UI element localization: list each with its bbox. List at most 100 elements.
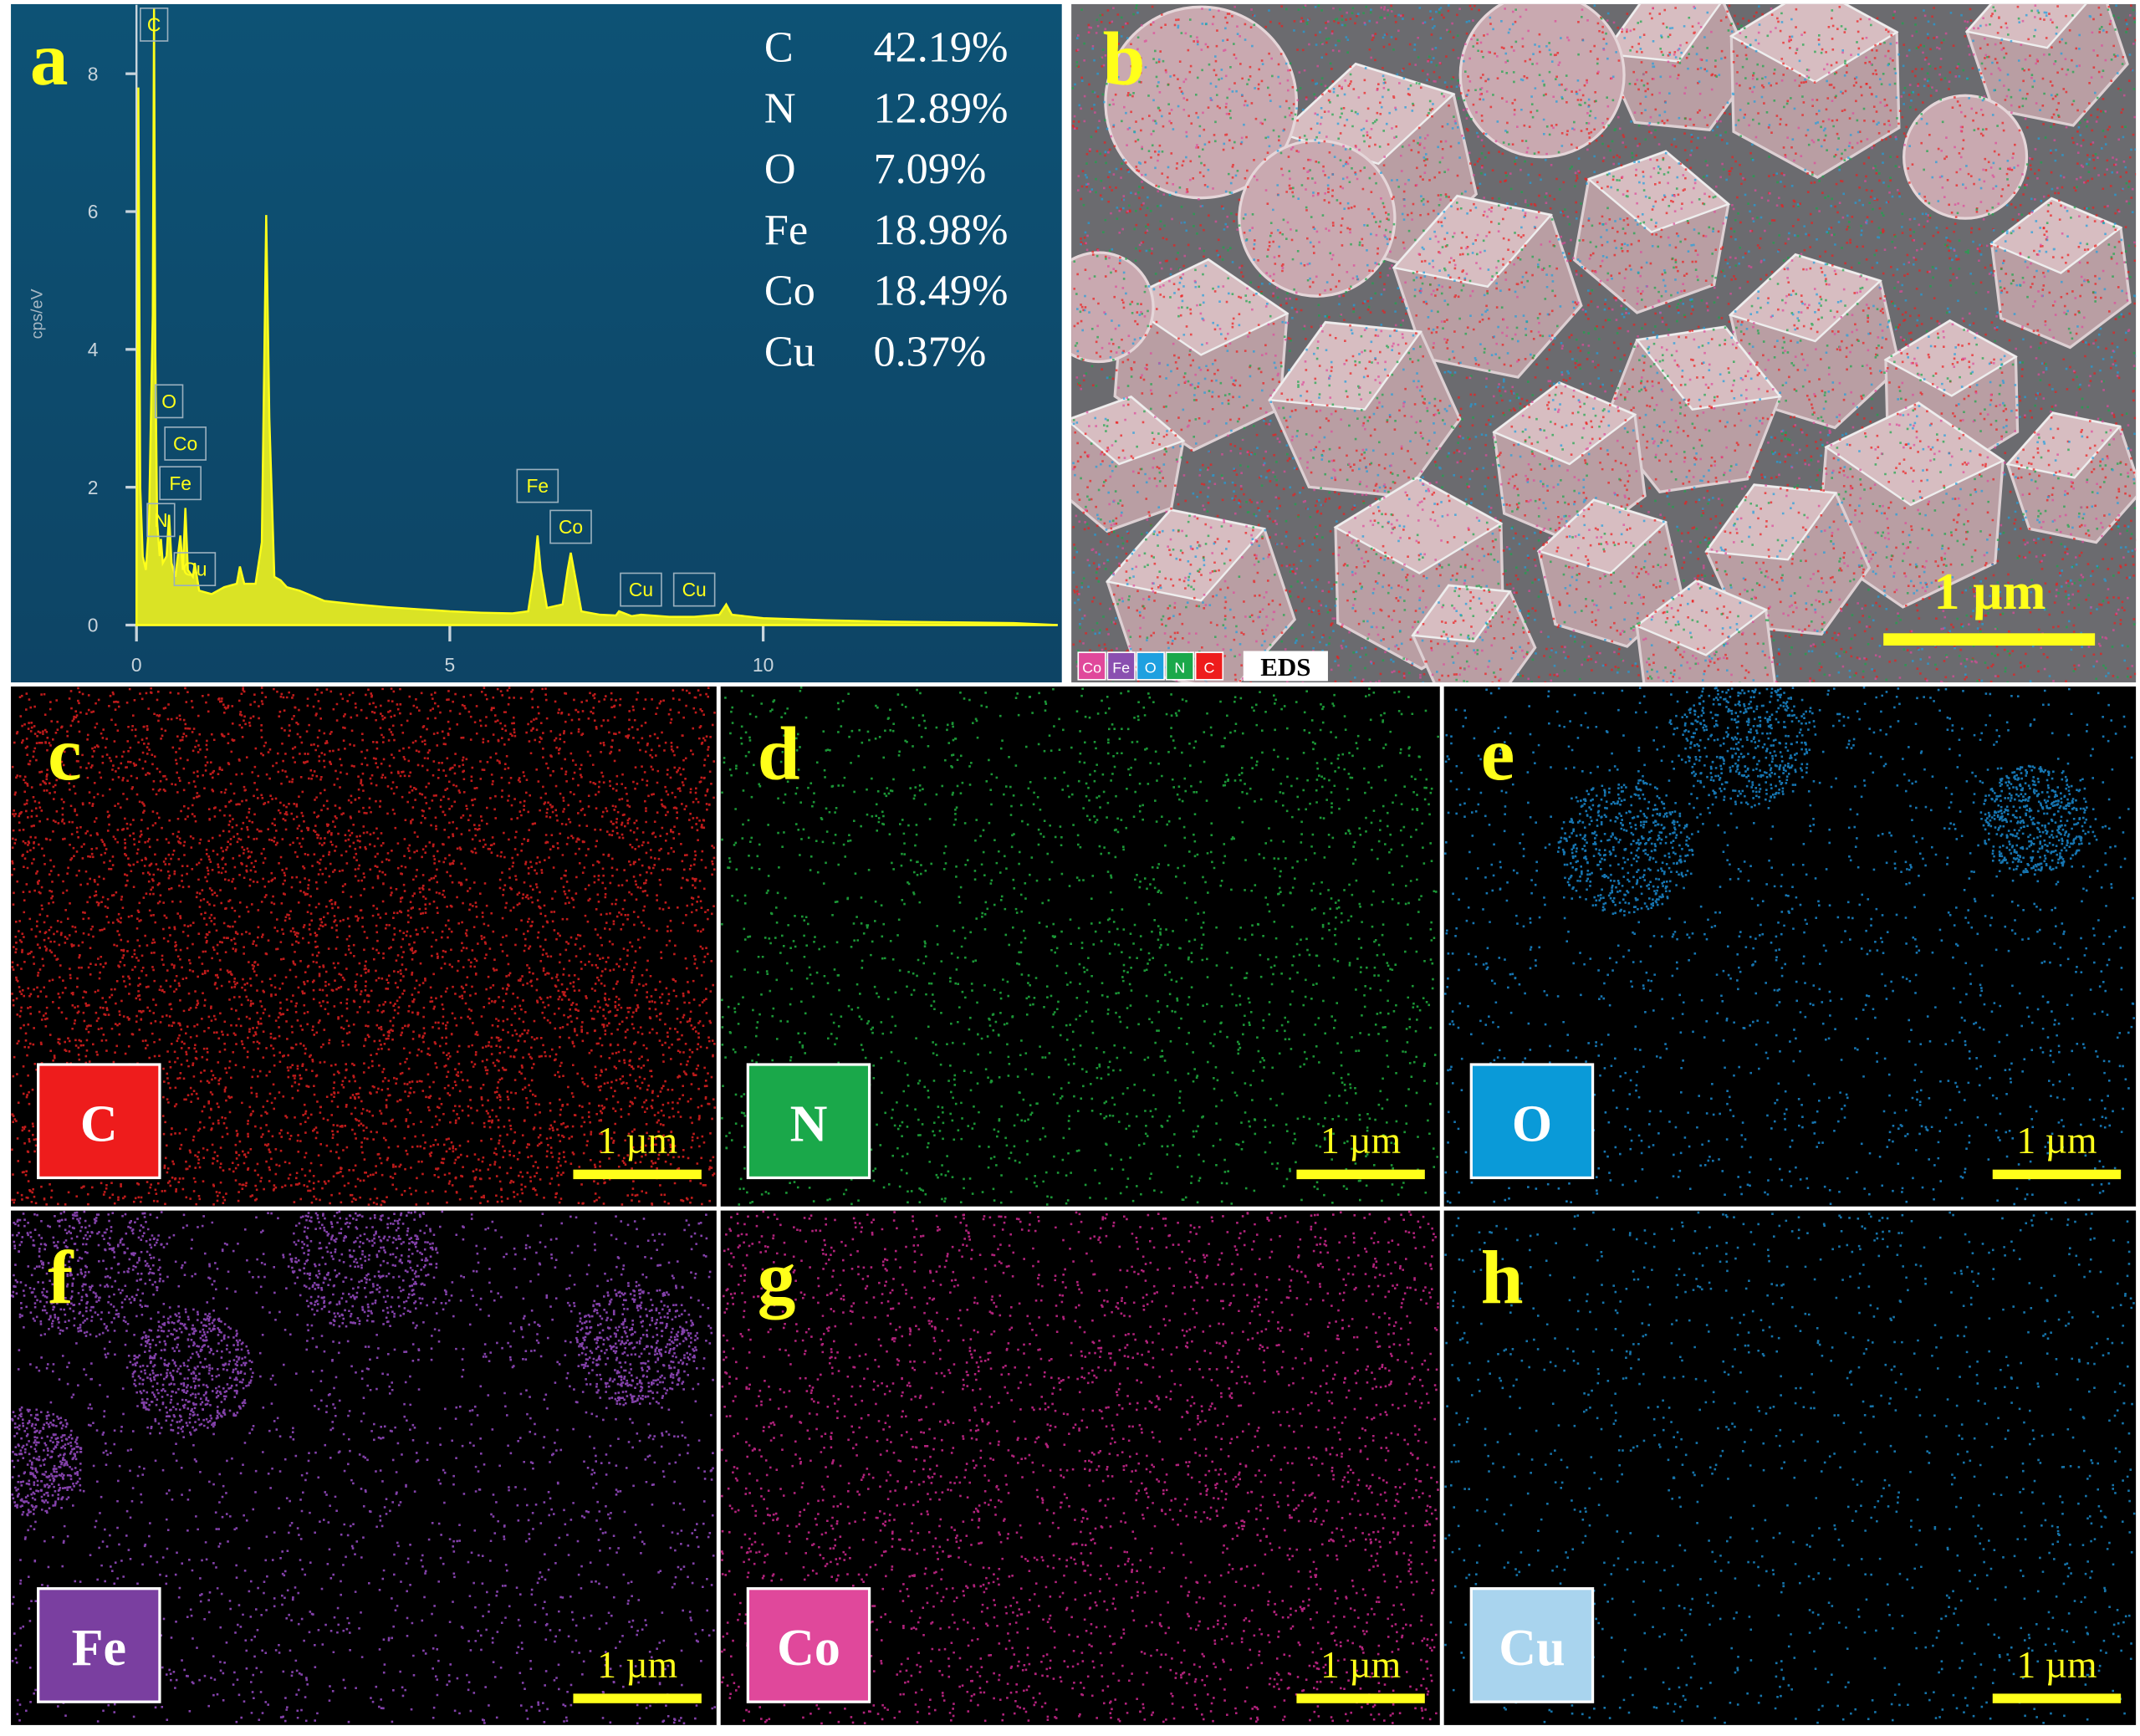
spectrum	[135, 8, 1058, 626]
peak-label-box	[164, 426, 207, 461]
panel-label: h	[1481, 1236, 1524, 1320]
peak-label: Cu	[682, 579, 707, 600]
panel-label: d	[758, 712, 800, 796]
x-tick-label: 0	[131, 654, 142, 676]
particle-face	[2005, 411, 2122, 479]
sem-image	[1071, 3, 2137, 683]
element-box	[1469, 1587, 1595, 1703]
peak-label: Fe	[526, 475, 549, 497]
peak-label-box	[146, 503, 176, 538]
element-name: Co	[764, 267, 815, 315]
scale-bar	[1992, 1169, 2122, 1180]
scale-bar-label: 1 µm	[1320, 1643, 1401, 1686]
particle-face	[1105, 508, 1267, 602]
panel-label: c	[48, 712, 82, 796]
particle-face	[1634, 579, 1769, 656]
element-box	[37, 1587, 161, 1703]
particle-face	[1824, 401, 2005, 507]
peak-label: O	[161, 391, 176, 412]
element-percent: 18.98%	[873, 206, 1008, 254]
element-box	[746, 1063, 871, 1180]
element-name: Cu	[764, 327, 815, 375]
particle-sphere	[1903, 94, 2029, 220]
peak-label: Co	[173, 433, 197, 455]
element-box	[1469, 1063, 1595, 1180]
legend-title: EDS	[1260, 652, 1310, 682]
particle-face	[1268, 321, 1422, 411]
x-tick-label: 5	[445, 654, 456, 676]
element-name: C	[764, 23, 794, 71]
element-box	[37, 1063, 161, 1180]
peak-label-box	[516, 468, 559, 503]
element-percent: 18.49%	[873, 267, 1008, 315]
y-tick-label: 8	[88, 63, 99, 84]
particle-face	[1071, 396, 1186, 466]
peak-label-box	[173, 552, 217, 586]
legend-label: C	[1203, 660, 1214, 677]
map-dots	[1443, 686, 2135, 1206]
map-dots	[721, 686, 1439, 1206]
particle-sphere	[1071, 251, 1155, 364]
particle-sphere	[1104, 5, 1299, 200]
peak-label-box	[140, 8, 169, 42]
peak-label-box	[672, 572, 716, 607]
y-tick-label: 4	[88, 339, 99, 360]
y-tick-label: 2	[88, 477, 99, 498]
panel-label: b	[1103, 17, 1146, 101]
element-percent: 12.89%	[873, 84, 1008, 132]
particle-face	[1729, 3, 1899, 84]
peak-label: Co	[559, 516, 583, 538]
peak-label-box	[620, 572, 662, 607]
scale-bar	[573, 1169, 702, 1180]
x-tick-label: 10	[753, 654, 774, 676]
particle-sphere	[1238, 139, 1397, 298]
scale-bar-label: 1 µm	[1934, 564, 2046, 620]
particle-face	[1392, 195, 1553, 288]
element-box-label: N	[790, 1095, 828, 1152]
legend-swatch	[1136, 651, 1165, 681]
scale-bar-label: 1 µm	[1320, 1119, 1401, 1162]
scale-bar	[1992, 1693, 2122, 1703]
particle-face	[1492, 381, 1637, 466]
eds-dots	[1072, 4, 2137, 683]
scale-bar-label: 1 µm	[597, 1119, 677, 1162]
particle-face	[1586, 150, 1731, 233]
peak-label-box	[155, 384, 184, 419]
peak-label: Cu	[629, 579, 653, 600]
particle-face	[1635, 325, 1782, 411]
map-dots	[11, 687, 716, 1207]
element-name: Fe	[764, 206, 808, 254]
legend-label: Fe	[1112, 660, 1130, 677]
y-tick-label: 6	[88, 201, 99, 222]
panel-label: a	[30, 17, 69, 101]
legend-label: Co	[1082, 660, 1101, 677]
scale-bar-label: 1 µm	[2016, 1643, 2097, 1686]
particle-face	[1728, 253, 1882, 343]
scale-bar	[573, 1693, 702, 1703]
scale-bar	[1883, 633, 2096, 646]
scale-bar	[1296, 1693, 1425, 1703]
scale-bar-label: 1 µm	[2016, 1119, 2097, 1162]
element-percent: 7.09%	[873, 145, 986, 193]
element-box-label: O	[1512, 1095, 1552, 1152]
element-box-label: Co	[777, 1620, 840, 1677]
element-percent: 42.19%	[873, 23, 1008, 71]
element-box-label: Fe	[72, 1620, 126, 1677]
element-name: N	[764, 84, 796, 132]
element-box	[746, 1587, 871, 1703]
peak-label: N	[154, 509, 168, 531]
peak-label-box	[159, 466, 202, 501]
legend-swatch	[1106, 651, 1136, 681]
particle-face	[1120, 258, 1290, 356]
legend-title-box	[1243, 651, 1328, 682]
y-tick-label: 0	[88, 615, 99, 636]
map-dots	[11, 1210, 716, 1725]
panel-label: e	[1481, 712, 1515, 796]
element-percent: 0.37%	[873, 327, 986, 375]
peak-label: Cu	[182, 559, 207, 580]
particle-face	[1411, 584, 1512, 643]
particle-face	[1704, 483, 1838, 561]
legend-swatch	[1194, 651, 1224, 681]
y-axis-label: cps/eV	[28, 288, 47, 339]
